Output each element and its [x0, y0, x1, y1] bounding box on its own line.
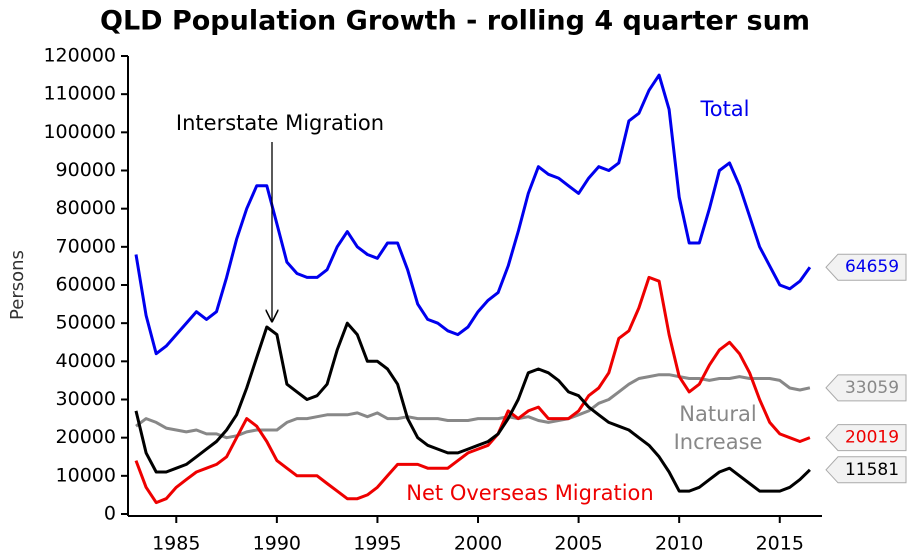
y-tick-label: 40000	[56, 350, 116, 372]
end-label: 64659	[845, 257, 899, 277]
y-tick-label: 60000	[56, 274, 116, 296]
y-tick-label: 80000	[56, 197, 116, 219]
end-label: 20019	[845, 428, 899, 448]
end-tag	[825, 374, 907, 402]
y-tick-label: 90000	[56, 159, 116, 181]
series-label: Natural Increase	[674, 402, 763, 454]
series-label: Interstate Migration	[176, 111, 384, 135]
y-tick-label: 100000	[43, 121, 116, 143]
x-tick-label: 2015	[756, 533, 804, 555]
end-label: 33059	[845, 378, 899, 398]
series-label: Net Overseas Migration	[406, 481, 653, 505]
end-label: 11581	[845, 460, 899, 480]
end-tag	[825, 456, 907, 484]
end-tag	[825, 424, 907, 452]
series-line	[134, 275, 811, 505]
end-tag	[825, 253, 907, 281]
x-tick-label: 2000	[454, 533, 502, 555]
y-tick-label: 0	[104, 503, 116, 525]
y-tick-label: 10000	[56, 464, 116, 486]
y-tick-label: 50000	[56, 312, 116, 334]
y-tick-label: 110000	[43, 83, 116, 105]
x-tick-label: 1985	[152, 533, 200, 555]
y-tick-label: 30000	[56, 388, 116, 410]
chart-title: QLD Population Growth - rolling 4 quarte…	[100, 6, 810, 37]
series-line	[135, 373, 811, 440]
x-tick-label: 1995	[353, 533, 401, 555]
series-line	[134, 73, 812, 356]
x-tick-label: 1990	[253, 533, 301, 555]
y-axis-label: Persons	[7, 250, 28, 320]
series-line	[134, 321, 811, 493]
x-tick-label: 2005	[554, 533, 602, 555]
series-label: Total	[699, 97, 749, 121]
x-tick-label: 2010	[655, 533, 703, 555]
y-tick-label: 70000	[56, 235, 116, 257]
y-tick-label: 120000	[43, 45, 116, 67]
y-tick-label: 20000	[56, 426, 116, 448]
